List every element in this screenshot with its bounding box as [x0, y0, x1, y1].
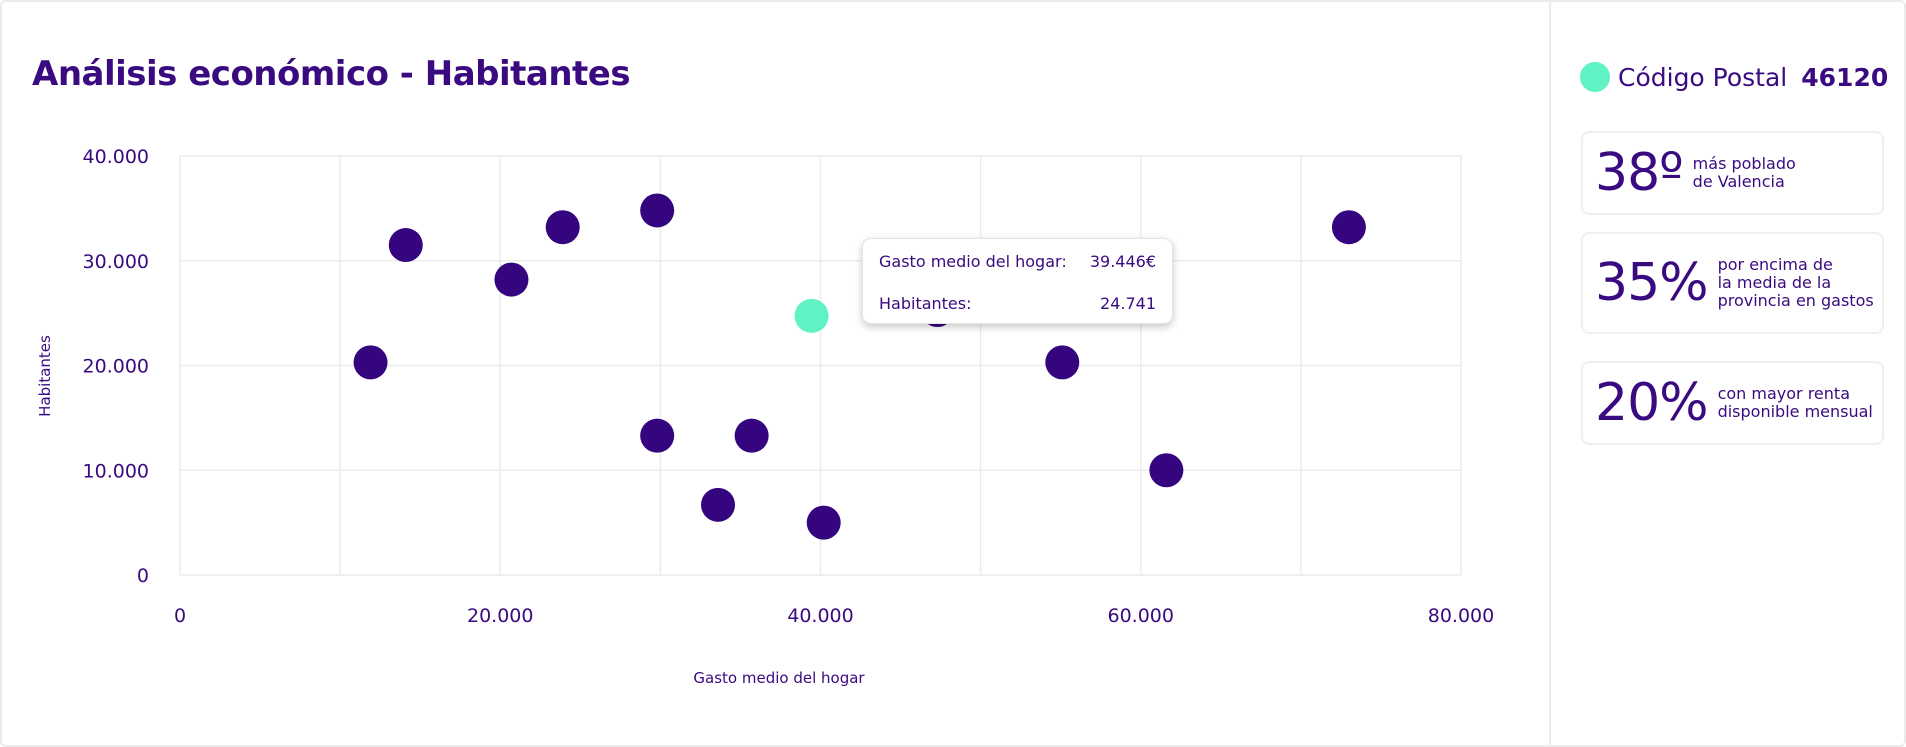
tooltip-x-label: Gasto medio del hogar: [879, 252, 1067, 271]
data-point [701, 487, 736, 522]
x-tick-label: 0 [174, 605, 186, 627]
data-point [353, 345, 388, 380]
x-tick-label: 20.000 [467, 605, 533, 627]
x-axis-title: Gasto medio del hogar [693, 669, 865, 687]
x-tick-label: 80.000 [1428, 605, 1494, 627]
panel-divider [1549, 0, 1551, 747]
stat-value: 20% [1595, 373, 1709, 433]
tooltip-y-value: 24.741 [1100, 294, 1156, 313]
data-point [734, 418, 769, 453]
data-point [640, 193, 675, 228]
data-point [545, 210, 580, 245]
data-point [806, 505, 841, 540]
data-point [1149, 453, 1184, 488]
stat-description: con mayor renta disponible mensual [1717, 384, 1873, 421]
data-point [640, 418, 675, 453]
stat-card-ranking: 38º más poblado de Valencia [1581, 131, 1884, 215]
stat-card-income: 20% con mayor renta disponible mensual [1581, 361, 1884, 445]
y-tick-label: 30.000 [83, 251, 149, 273]
highlighted-data-point [794, 298, 829, 333]
stat-description: más poblado de Valencia [1692, 154, 1796, 191]
tooltip-x-value: 39.446€ [1089, 252, 1156, 271]
tooltip-y-label: Habitantes: [879, 294, 972, 313]
y-axis-title: Habitantes [36, 335, 54, 417]
postal-code-value: 46120 [1801, 62, 1889, 92]
data-point [1045, 345, 1080, 380]
data-point [494, 262, 529, 297]
data-point [1331, 210, 1366, 245]
x-tick-label: 40.000 [787, 605, 853, 627]
chart-tooltip: Gasto medio del hogar: 39.446€ Habitante… [862, 238, 1173, 324]
stat-description: por encima de la media de la provincia e… [1717, 255, 1874, 310]
scatter-chart: 0 10.000 20.000 30.000 40.000 0 20.000 40.000 60… [36, 146, 1494, 687]
y-tick-label: 10.000 [83, 460, 149, 482]
stat-card-spending: 35% por encima de la media de la provinc… [1581, 232, 1884, 334]
stat-value: 35% [1595, 253, 1709, 313]
postal-code-header: Código Postal 46120 [1580, 60, 1888, 94]
x-tick-label: 60.000 [1108, 605, 1174, 627]
y-tick-label: 0 [137, 565, 149, 587]
postal-marker-icon [1580, 62, 1610, 92]
y-tick-label: 40.000 [83, 146, 149, 168]
stat-value: 38º [1595, 143, 1684, 203]
postal-code-label: Código Postal [1618, 62, 1788, 92]
y-tick-label: 20.000 [83, 356, 149, 378]
page-title: Análisis económico - Habitantes [32, 54, 631, 94]
data-point [388, 228, 423, 263]
